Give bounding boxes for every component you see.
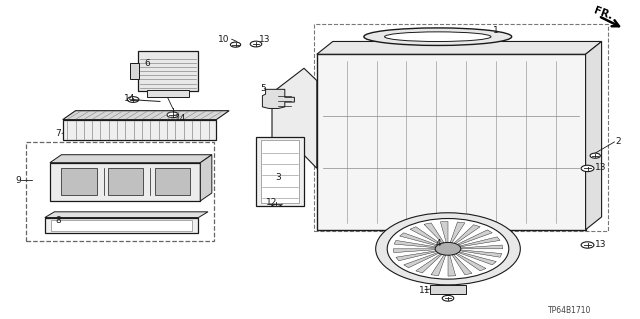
Bar [26, 142, 214, 241]
Bar [63, 120, 216, 140]
Circle shape [230, 42, 241, 47]
Bar [45, 218, 198, 233]
Polygon shape [50, 155, 212, 163]
Bar [50, 163, 200, 201]
Polygon shape [317, 41, 602, 54]
Bar [51, 220, 192, 231]
Bar [155, 168, 190, 195]
Text: 10: 10 [218, 35, 229, 44]
Bar [261, 140, 299, 203]
Polygon shape [456, 253, 486, 271]
Text: 13: 13 [595, 240, 607, 249]
Polygon shape [272, 68, 317, 168]
Text: 12: 12 [266, 198, 277, 207]
Polygon shape [262, 89, 294, 108]
Text: 1: 1 [493, 26, 499, 35]
Text: TP64B1710: TP64B1710 [548, 306, 591, 315]
Circle shape [271, 201, 282, 206]
Circle shape [590, 153, 600, 158]
Polygon shape [404, 253, 439, 268]
Text: 13: 13 [595, 163, 607, 172]
Polygon shape [410, 227, 440, 244]
Polygon shape [458, 252, 496, 265]
Circle shape [250, 41, 262, 47]
Bar [108, 168, 143, 195]
Polygon shape [460, 237, 500, 247]
Bar [256, 137, 304, 206]
Polygon shape [461, 245, 503, 249]
Polygon shape [586, 41, 602, 230]
Text: 5: 5 [260, 84, 266, 93]
Polygon shape [450, 222, 465, 243]
Circle shape [435, 242, 461, 255]
Ellipse shape [364, 28, 512, 45]
Polygon shape [317, 54, 586, 230]
Circle shape [167, 112, 179, 118]
Circle shape [127, 97, 139, 102]
Text: 9: 9 [15, 176, 21, 185]
Text: 8: 8 [56, 216, 61, 225]
Polygon shape [396, 251, 436, 261]
Text: 4: 4 [435, 239, 441, 248]
Circle shape [581, 165, 594, 172]
Polygon shape [200, 155, 212, 201]
Polygon shape [394, 241, 436, 248]
Bar [130, 63, 139, 79]
Ellipse shape [385, 32, 491, 41]
Text: 11: 11 [419, 286, 430, 295]
Circle shape [581, 242, 594, 248]
Polygon shape [45, 212, 208, 218]
Circle shape [376, 213, 520, 285]
Text: 2: 2 [616, 137, 621, 146]
Polygon shape [400, 233, 438, 246]
Text: FR.: FR. [592, 5, 614, 21]
Circle shape [442, 295, 454, 301]
Text: 3: 3 [275, 173, 281, 182]
Polygon shape [457, 230, 492, 245]
Bar [138, 51, 198, 91]
Bar [430, 285, 466, 294]
Polygon shape [460, 250, 502, 257]
Polygon shape [431, 255, 446, 276]
Bar [147, 90, 189, 97]
Text: 6: 6 [144, 59, 150, 68]
Polygon shape [448, 255, 456, 276]
Polygon shape [452, 255, 472, 275]
Polygon shape [454, 225, 480, 244]
Text: 7: 7 [56, 129, 61, 138]
Polygon shape [424, 223, 444, 243]
Bar [61, 168, 97, 195]
Text: 14: 14 [124, 94, 135, 103]
Text: 14: 14 [175, 114, 186, 123]
Text: 13: 13 [259, 35, 271, 44]
Polygon shape [416, 254, 442, 273]
Polygon shape [63, 111, 229, 120]
Polygon shape [393, 249, 435, 253]
Circle shape [387, 219, 509, 279]
Bar [314, 24, 608, 231]
Polygon shape [440, 221, 448, 242]
